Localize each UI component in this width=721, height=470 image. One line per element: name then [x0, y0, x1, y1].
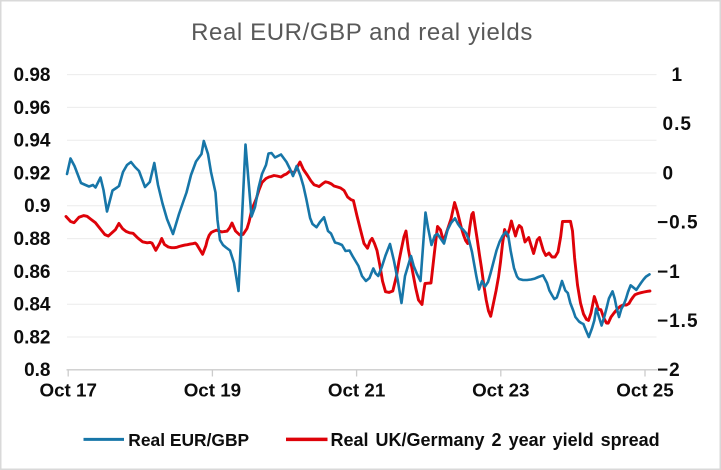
- svg-text:0.8: 0.8: [24, 360, 50, 381]
- svg-text:−1.5: −1.5: [657, 311, 699, 332]
- svg-text:Oct 19: Oct 19: [184, 380, 241, 401]
- svg-text:−1: −1: [657, 262, 681, 283]
- svg-text:Oct 21: Oct 21: [328, 380, 385, 401]
- svg-text:0.96: 0.96: [14, 98, 51, 119]
- svg-text:Oct 25: Oct 25: [616, 380, 673, 401]
- svg-text:Real EUR/GBP and real yields: Real EUR/GBP and real yields: [191, 19, 533, 46]
- svg-text:−2: −2: [657, 360, 681, 381]
- svg-text:Real UK/Germany 2 year yield s: Real UK/Germany 2 year yield spread: [331, 430, 660, 450]
- svg-text:0.98: 0.98: [14, 65, 51, 86]
- svg-text:0.5: 0.5: [663, 114, 692, 135]
- svg-text:Oct 23: Oct 23: [472, 380, 529, 401]
- svg-text:0.86: 0.86: [14, 262, 51, 283]
- svg-text:Oct 17: Oct 17: [39, 380, 96, 401]
- svg-text:0.9: 0.9: [24, 196, 50, 217]
- svg-text:Real EUR/GBP: Real EUR/GBP: [128, 430, 249, 450]
- svg-text:0.82: 0.82: [14, 327, 51, 348]
- svg-text:−0.5: −0.5: [657, 213, 699, 234]
- svg-text:0.92: 0.92: [14, 163, 51, 184]
- svg-text:0: 0: [663, 163, 675, 184]
- svg-text:1: 1: [672, 65, 684, 86]
- svg-text:0.88: 0.88: [14, 229, 51, 250]
- svg-text:0.84: 0.84: [14, 295, 51, 316]
- svg-text:0.94: 0.94: [14, 131, 51, 152]
